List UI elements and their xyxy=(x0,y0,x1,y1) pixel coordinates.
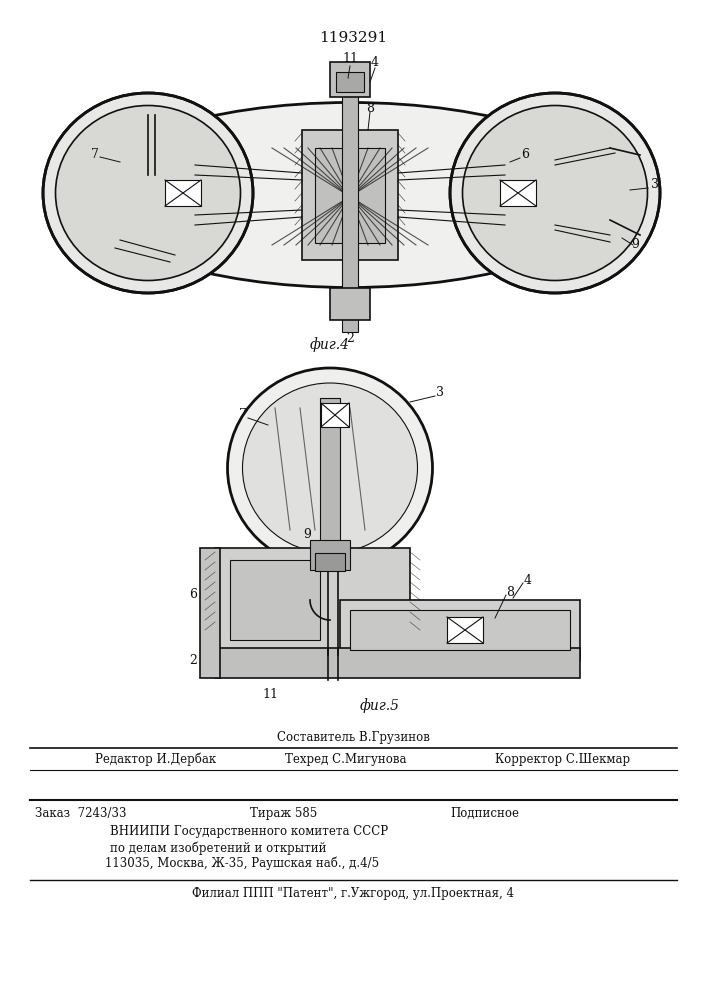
Text: Подписное: Подписное xyxy=(450,806,519,820)
Text: фиг.4: фиг.4 xyxy=(310,338,350,352)
Bar xyxy=(215,548,410,653)
Bar xyxy=(165,180,201,206)
Bar xyxy=(320,398,340,553)
Text: Техред С.Мигунова: Техред С.Мигунова xyxy=(285,752,407,766)
Text: 8: 8 xyxy=(366,102,374,114)
Bar xyxy=(302,130,398,260)
Ellipse shape xyxy=(228,368,433,568)
Bar xyxy=(315,148,385,243)
Text: по делам изобретений и открытий: по делам изобретений и открытий xyxy=(110,841,327,855)
Bar xyxy=(336,72,364,92)
Ellipse shape xyxy=(450,93,660,293)
Ellipse shape xyxy=(243,383,418,553)
Bar xyxy=(330,62,370,97)
Bar xyxy=(315,553,345,571)
Bar xyxy=(310,540,350,570)
Text: 3: 3 xyxy=(436,386,444,399)
Text: 1193291: 1193291 xyxy=(319,31,387,45)
Text: 2: 2 xyxy=(189,654,197,666)
Bar xyxy=(230,560,320,640)
Text: 8: 8 xyxy=(506,585,514,598)
Text: 6: 6 xyxy=(521,148,529,161)
Ellipse shape xyxy=(85,103,615,288)
Bar xyxy=(500,180,536,206)
Text: Редактор И.Дербак: Редактор И.Дербак xyxy=(95,752,216,766)
Text: Тираж 585: Тираж 585 xyxy=(250,806,317,820)
Text: 113035, Москва, Ж-35, Раушская наб., д.4/5: 113035, Москва, Ж-35, Раушская наб., д.4… xyxy=(105,856,379,870)
Text: Составитель В.Грузинов: Составитель В.Грузинов xyxy=(276,730,429,744)
Text: Заказ  7243/33: Заказ 7243/33 xyxy=(35,806,127,820)
Text: 6: 6 xyxy=(189,588,197,601)
Bar xyxy=(330,288,370,320)
Bar xyxy=(215,648,580,678)
Text: 3: 3 xyxy=(651,178,659,192)
Bar xyxy=(350,610,570,650)
Text: 7: 7 xyxy=(239,408,247,422)
Text: ВНИИПИ Государственного комитета СССР: ВНИИПИ Государственного комитета СССР xyxy=(110,826,388,838)
Text: Филиал ППП "Патент", г.Ужгород, ул.Проектная, 4: Филиал ППП "Патент", г.Ужгород, ул.Проек… xyxy=(192,886,514,900)
Ellipse shape xyxy=(43,93,253,293)
Text: 11: 11 xyxy=(262,688,278,702)
Text: 2: 2 xyxy=(346,332,354,344)
Bar xyxy=(340,600,580,660)
Text: 11: 11 xyxy=(342,51,358,64)
Text: 7: 7 xyxy=(91,148,99,161)
Text: 9: 9 xyxy=(631,238,639,251)
Ellipse shape xyxy=(56,105,240,280)
Text: 4: 4 xyxy=(371,55,379,68)
Bar xyxy=(200,548,220,678)
Text: фиг.5: фиг.5 xyxy=(360,699,400,713)
Text: 9: 9 xyxy=(303,528,311,542)
Text: 4: 4 xyxy=(524,574,532,586)
Bar xyxy=(342,62,358,332)
Bar xyxy=(321,403,349,427)
Text: Корректор С.Шекмар: Корректор С.Шекмар xyxy=(495,752,630,766)
Ellipse shape xyxy=(462,105,648,280)
Bar xyxy=(447,617,483,643)
